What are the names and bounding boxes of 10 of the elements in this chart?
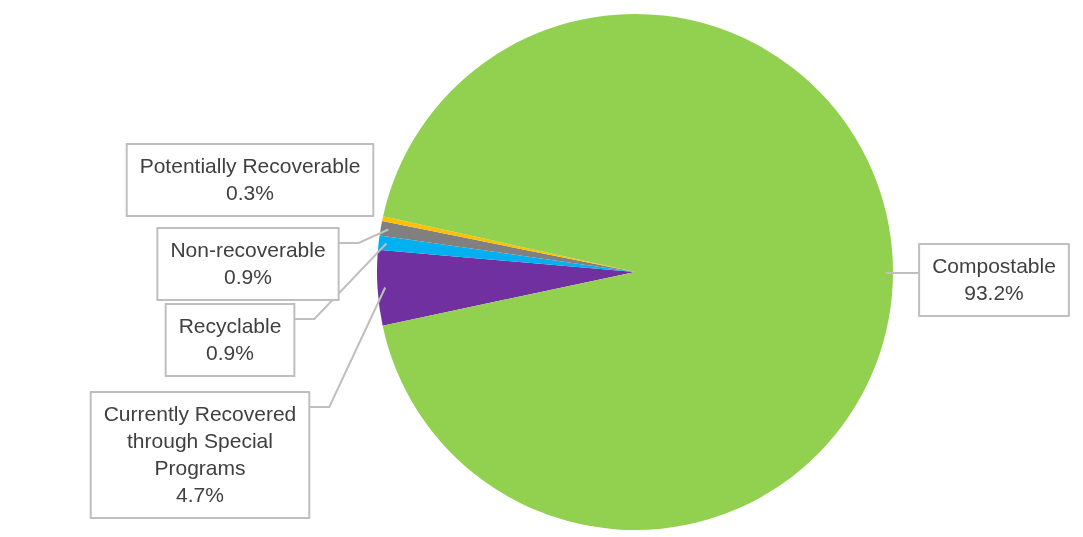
data-label: 0.9% <box>206 340 254 364</box>
data-label: 0.3% <box>226 180 274 204</box>
slice-label: Non-recoverable <box>170 237 326 261</box>
slice-label: Compostable <box>932 253 1056 277</box>
data-label: 0.9% <box>224 264 272 288</box>
slice-label: Potentially Recoverable <box>139 153 361 177</box>
data-label: 4.7% <box>176 482 224 506</box>
slice-label: Currently Recovered through Special Programs <box>103 401 297 479</box>
slice-label: Recyclable <box>178 313 282 337</box>
data-label: 93.2% <box>964 280 1024 304</box>
